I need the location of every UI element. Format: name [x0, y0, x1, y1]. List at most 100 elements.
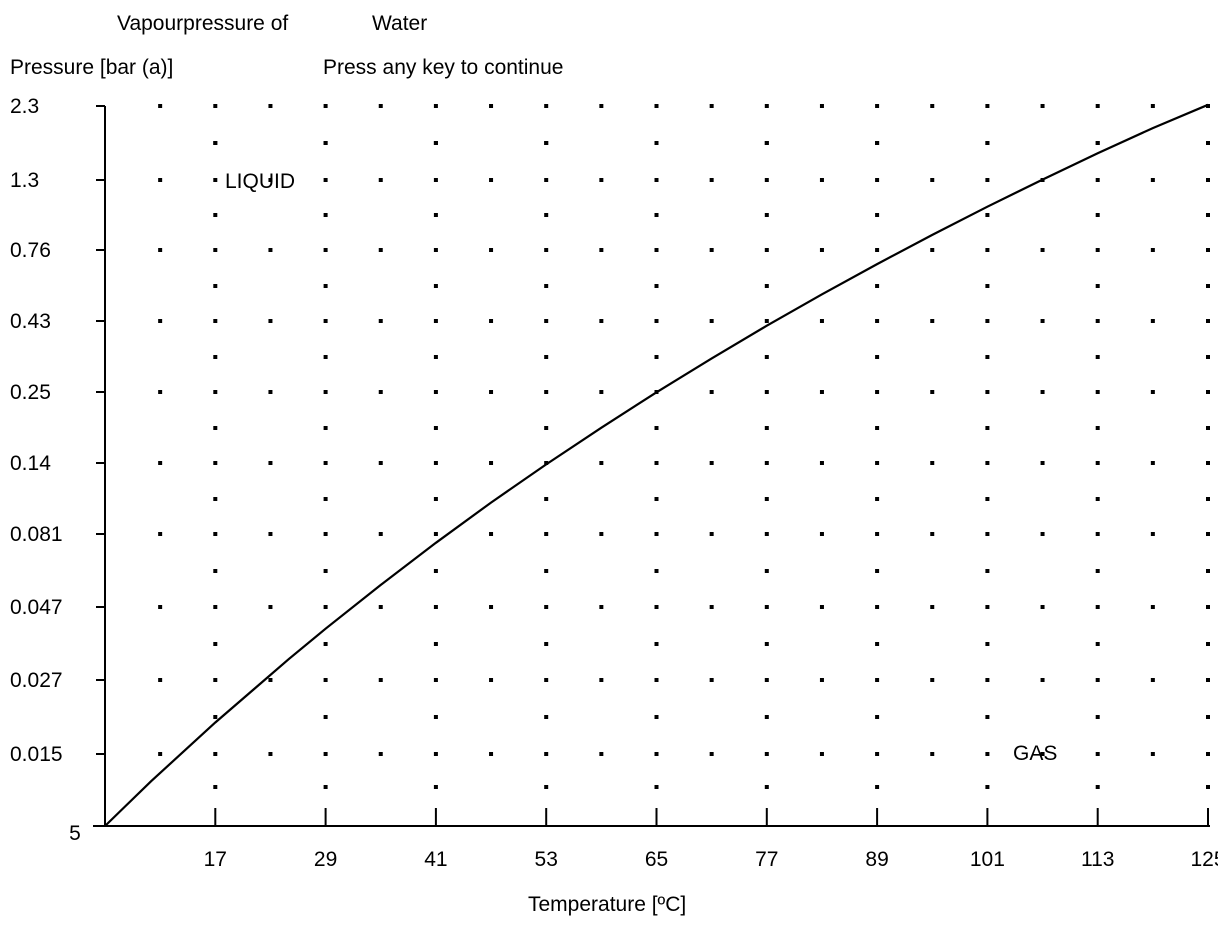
- grid-dot: [378, 178, 383, 182]
- y-tick-label: 0.25: [10, 381, 51, 404]
- grid-dot: [1095, 569, 1100, 573]
- grid-dot: [875, 178, 880, 182]
- grid-dot: [985, 355, 990, 359]
- x-tick-label: 77: [755, 848, 778, 871]
- grid-dot: [985, 426, 990, 430]
- grid-dot: [378, 605, 383, 609]
- grid-dot: [1095, 178, 1100, 182]
- grid-dot: [433, 569, 438, 573]
- grid-dot: [1095, 715, 1100, 719]
- grid-dot: [930, 678, 935, 682]
- grid-dot: [985, 605, 990, 609]
- grid-dot: [709, 461, 714, 465]
- y-tick-label: 2.3: [10, 95, 39, 118]
- grid-dot: [1095, 752, 1100, 756]
- grid-dot: [433, 752, 438, 756]
- grid-dot: [764, 569, 769, 573]
- x-axis-label: Temperature [ºC]: [528, 893, 686, 916]
- grid-dot: [819, 178, 824, 182]
- grid-dot: [544, 284, 549, 288]
- grid-dot: [544, 213, 549, 217]
- grid-dot: [323, 605, 328, 609]
- grid-dot: [158, 390, 163, 394]
- grid-dot: [654, 752, 659, 756]
- x-tick-label: 65: [645, 848, 668, 871]
- grid-dot: [158, 532, 163, 536]
- grid-dot: [1206, 461, 1210, 465]
- grid-dot: [599, 752, 604, 756]
- y-tick-label: 0.43: [10, 310, 51, 333]
- grid-dot: [819, 104, 824, 108]
- grid-dot: [709, 605, 714, 609]
- chart-title-left: Vapourpressure of: [117, 12, 288, 35]
- grid-dot: [378, 461, 383, 465]
- grid-dot: [709, 248, 714, 252]
- grid-dot: [985, 178, 990, 182]
- grid-dot: [378, 104, 383, 108]
- grid-dot: [323, 141, 328, 145]
- grid-dot: [875, 642, 880, 646]
- grid-dot: [489, 390, 494, 394]
- grid-dot: [1095, 785, 1100, 789]
- grid-dot: [1095, 355, 1100, 359]
- grid-dot: [268, 319, 273, 323]
- grid-dot: [709, 319, 714, 323]
- grid-dot: [213, 426, 218, 430]
- y-tick-label: 0.047: [10, 596, 63, 619]
- grid-dot: [654, 248, 659, 252]
- grid-dot: [764, 390, 769, 394]
- grid-dot: [213, 141, 218, 145]
- chart-title-right: Water: [372, 12, 427, 35]
- grid-dot: [930, 605, 935, 609]
- grid-dot: [489, 532, 494, 536]
- grid-dot: [268, 248, 273, 252]
- grid-dot: [1206, 569, 1210, 573]
- grid-dot: [213, 390, 218, 394]
- grid-dot: [985, 715, 990, 719]
- grid-dot: [433, 284, 438, 288]
- grid-dot: [1095, 284, 1100, 288]
- vapour-pressure-curve: [104, 103, 1209, 827]
- grid-dot: [268, 678, 273, 682]
- grid-dot: [433, 605, 438, 609]
- continue-prompt: Press any key to continue: [323, 56, 563, 79]
- grid-dot: [268, 752, 273, 756]
- grid-dot: [654, 532, 659, 536]
- grid-dot: [1206, 141, 1210, 145]
- y-ticks: 0.015 0.027 0.047 0.081 0.14 0.25 0.43 0.76 1.3 2…: [10, 95, 105, 766]
- grid-dot: [1150, 605, 1155, 609]
- x-tick-label: 41: [424, 848, 447, 871]
- grid-dot: [489, 248, 494, 252]
- x-tick-label: 125: [1190, 848, 1218, 871]
- grid-dot: [930, 461, 935, 465]
- grid-dot: [433, 355, 438, 359]
- grid-dot: [1150, 390, 1155, 394]
- grid-dot: [433, 785, 438, 789]
- grid-dot: [544, 497, 549, 501]
- grid-dot: [213, 715, 218, 719]
- grid-dot: [985, 497, 990, 501]
- grid-dot: [599, 319, 604, 323]
- grid-dot: [158, 605, 163, 609]
- grid-dot: [378, 390, 383, 394]
- y-tick-label: 0.081: [10, 523, 63, 546]
- grid-dot: [544, 752, 549, 756]
- grid-dot: [323, 752, 328, 756]
- grid-dot: [654, 785, 659, 789]
- grid-dot: [654, 642, 659, 646]
- grid-dot: [544, 319, 549, 323]
- grid-dot: [378, 532, 383, 536]
- grid-dot: [875, 248, 880, 252]
- grid-dot: [323, 785, 328, 789]
- grid-dot: [1095, 461, 1100, 465]
- y-tick-label: 0.76: [10, 239, 51, 262]
- grid-dot: [930, 532, 935, 536]
- grid-dot: [433, 642, 438, 646]
- grid-dot: [764, 426, 769, 430]
- grid-dot: [433, 532, 438, 536]
- grid-dot: [1150, 461, 1155, 465]
- grid-dot: [654, 497, 659, 501]
- grid-dot: [654, 319, 659, 323]
- grid-dot: [213, 532, 218, 536]
- grid-dot: [489, 319, 494, 323]
